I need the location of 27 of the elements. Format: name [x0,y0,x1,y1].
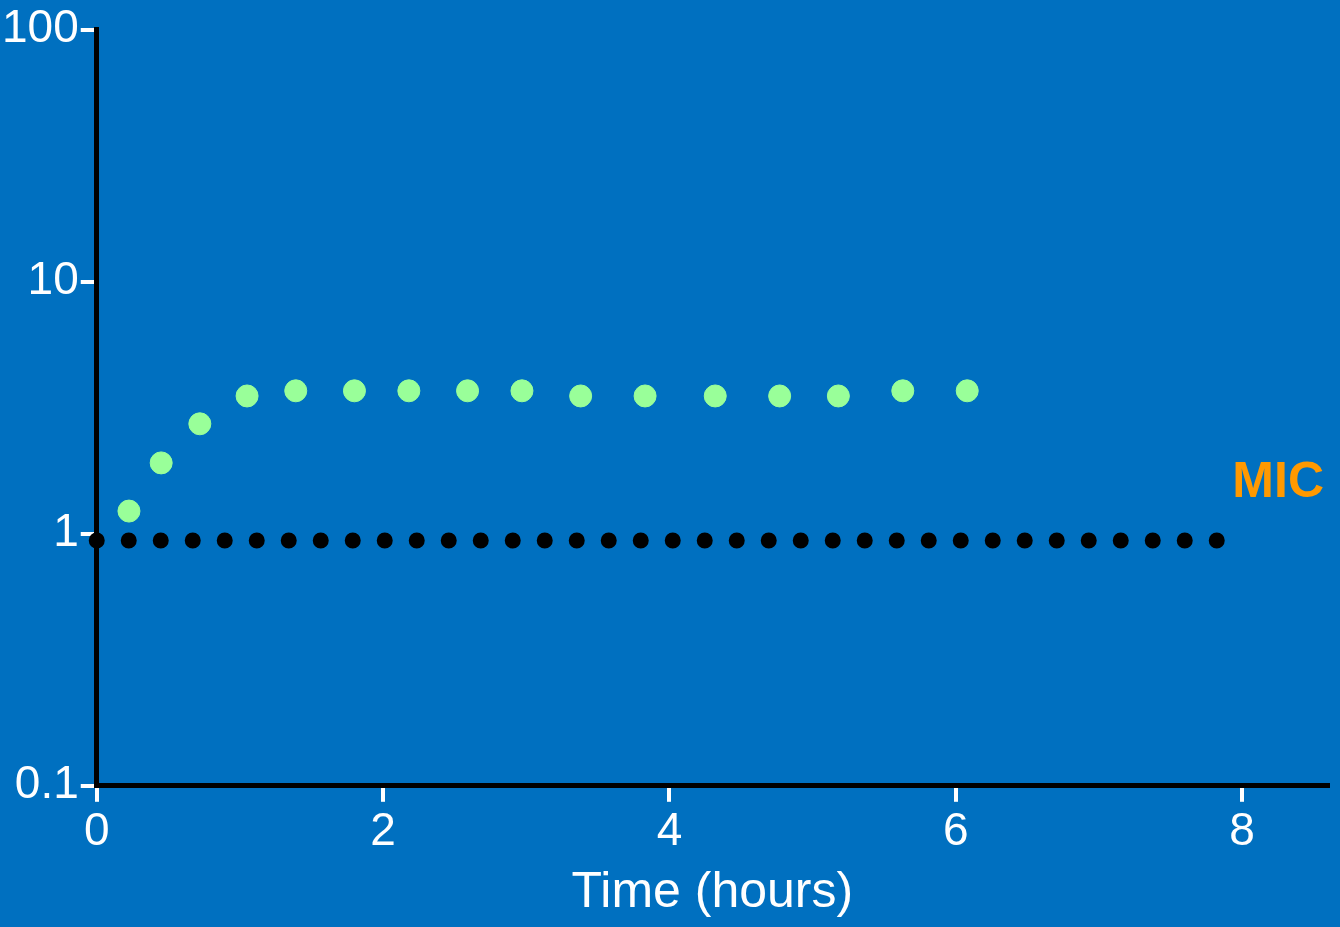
x-axis-title: Time (hours) [571,861,854,918]
point [284,379,308,403]
y-tick-label: 10 [27,252,79,305]
point [633,384,657,408]
point [955,379,979,403]
x-tick-label: 4 [656,803,683,856]
y-tick-label: 100 [2,0,79,53]
point [891,379,915,403]
x-tick-label: 8 [1229,803,1255,856]
x-tick-label: 6 [942,803,969,856]
point [569,384,593,408]
point [117,499,141,523]
point [768,384,792,408]
point [342,379,366,403]
x-tick-label: 0 [83,803,110,856]
point [149,451,173,475]
point [397,379,421,403]
y-tick-label: 0.1 [14,756,79,809]
y-tick-label: 1 [53,504,79,557]
point [235,384,259,408]
x-tick-label: 2 [370,803,396,856]
point [188,412,212,436]
point [510,379,534,403]
point [456,379,480,403]
point [826,384,850,408]
ref-line-label: MIC [1232,452,1324,509]
point [703,384,727,408]
